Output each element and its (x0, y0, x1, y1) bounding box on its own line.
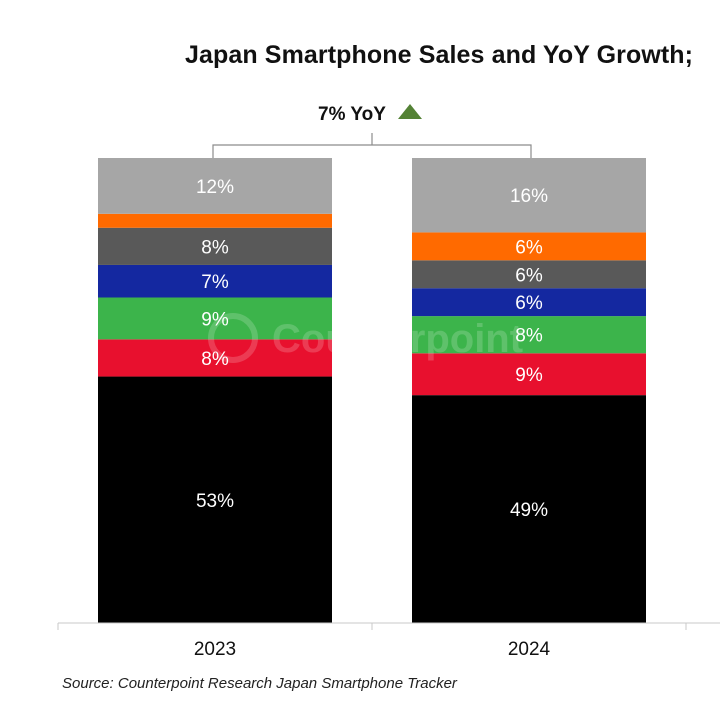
data-label-2023-blue: 7% (201, 272, 229, 293)
data-label-2023-gray_dark: 8% (201, 237, 229, 258)
bar-segment-2023-red (98, 339, 332, 377)
yoy-annotation: 7% YoY (212, 104, 532, 158)
bar-segment-2023-blue (98, 264, 332, 298)
data-label-2023-gray_light: 12% (196, 177, 234, 198)
data-label-2024-red: 9% (515, 365, 543, 386)
bar-segment-2024-gray_dark (412, 260, 646, 289)
bar-segment-2023-gray_dark (98, 227, 332, 265)
data-label-2024-gray_light: 16% (510, 186, 548, 207)
up-triangle-icon (398, 104, 422, 119)
x-tick-label-2023: 2023 (194, 639, 236, 660)
data-label-2023-green: 9% (201, 309, 229, 330)
data-labels: 53% 8% 9% 7% 8% 12% 49% 9% 8% 6% 6% 6% 16% (196, 177, 548, 521)
bar-segment-2023-green (98, 297, 332, 340)
chart-title: Japan Smartphone Sales and YoY Growth; (185, 41, 694, 69)
watermark-text: Counterpoint (272, 317, 523, 361)
data-label-2024-gray_dark: 6% (515, 265, 543, 286)
bar-segment-2024-blue (412, 288, 646, 317)
data-label-2024-black: 49% (510, 500, 548, 521)
data-label-2024-orange: 6% (515, 237, 543, 258)
bar-segment-2024-green (412, 316, 646, 354)
bar-segment-2023-black (98, 376, 332, 623)
data-label-2023-black: 53% (196, 491, 234, 512)
source-note: Source: Counterpoint Research Japan Smar… (62, 675, 457, 692)
x-tick-label-2024: 2024 (508, 639, 551, 660)
yoy-label: 7% YoY (318, 104, 386, 125)
bar-segment-2023-orange (98, 213, 332, 228)
data-label-2023-red: 8% (201, 349, 229, 370)
watermark: Counterpoint (208, 313, 523, 363)
data-label-2024-blue: 6% (515, 293, 543, 314)
bar-segments (98, 158, 646, 623)
watermark-logo-icon (208, 313, 258, 363)
bar-segment-2024-red (412, 353, 646, 396)
yoy-bracket (212, 144, 532, 158)
bar-segment-2024-gray_light (412, 158, 646, 233)
bar-segment-2024-black (412, 395, 646, 623)
bar-segment-2023-gray_light (98, 158, 332, 214)
x-axis: 2023 2024 (57, 622, 720, 660)
bar-segment-2024-orange (412, 232, 646, 261)
data-label-2024-green: 8% (515, 326, 543, 347)
